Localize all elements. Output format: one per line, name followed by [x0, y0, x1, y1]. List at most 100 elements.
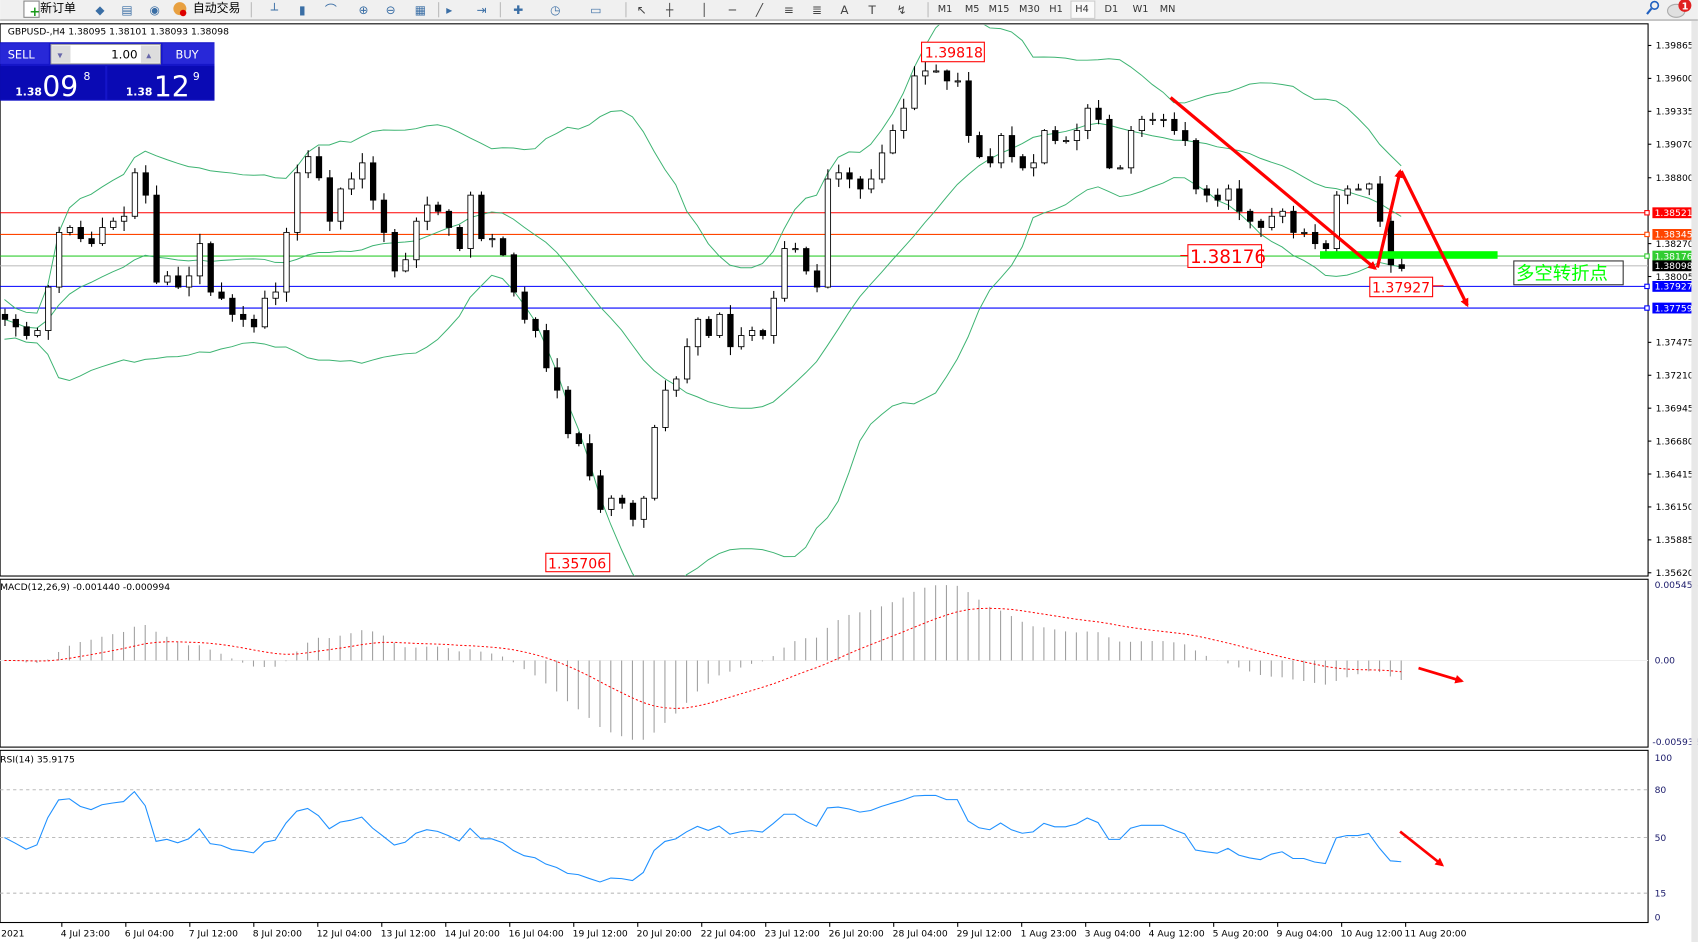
new-order-button[interactable]: + 新订单: [23, 0, 76, 20]
price-axis[interactable]: 1.39865 1.39600 1.39335 1.39070 1.38800 1.382…: [1648, 41, 1694, 579]
bull-candle-body: [694, 318, 702, 348]
timeframe-mn[interactable]: MN: [1160, 4, 1176, 15]
bear-candle-body: [1106, 118, 1113, 169]
price-tick-label: 1.37210: [1656, 371, 1694, 382]
level-handle[interactable]: [1644, 210, 1650, 216]
bear-candle-body: [391, 231, 398, 272]
bull-candle-body: [131, 172, 139, 217]
timeframe-m5[interactable]: M5: [965, 4, 980, 15]
bear-candle-body: [175, 275, 182, 288]
vertical-line-icon[interactable]: │: [701, 2, 708, 17]
timeframe-h4[interactable]: H4: [1070, 0, 1096, 19]
bull-candle-body: [1333, 194, 1340, 249]
bar-chart-icon[interactable]: ┴: [270, 2, 279, 17]
notification-count: 1: [1682, 2, 1689, 13]
text-icon[interactable]: A: [840, 3, 849, 17]
text-label-icon[interactable]: T: [867, 3, 876, 17]
timeframe-h1[interactable]: H1: [1049, 4, 1063, 15]
bollinger-upper-band: [4, 24, 1402, 314]
lot-increase-button[interactable]: [140, 45, 160, 63]
lot-size-input[interactable]: ▼ ▲ 1.00: [50, 43, 161, 65]
tile-icon[interactable]: ▦: [415, 3, 426, 17]
horizontal-line-icon[interactable]: ─: [728, 3, 737, 17]
notifications-button[interactable]: 1: [1667, 0, 1692, 18]
bear-candle-body: [1398, 264, 1405, 269]
time-tick-label: 3 Aug 04:00: [1085, 929, 1141, 940]
crosshair-icon[interactable]: ┼: [665, 2, 674, 17]
rsi-down-arrow[interactable]: [1399, 830, 1445, 867]
bear-candle-body: [510, 254, 518, 293]
pivot-price-label[interactable]: 1.38176: [1180, 244, 1266, 268]
up-arrow[interactable]: [1375, 168, 1403, 268]
gold-icon[interactable]: ◆: [95, 3, 105, 17]
timeframe-m1[interactable]: M1: [938, 4, 953, 15]
buy-button[interactable]: BUY: [162, 43, 215, 64]
timeframe-m30[interactable]: M30: [1019, 4, 1040, 15]
zoom-out-icon[interactable]: ⊖: [386, 3, 396, 17]
zoom-in-icon[interactable]: ⊕: [359, 3, 369, 17]
candle: [1019, 154, 1026, 171]
down-arrow-1[interactable]: [1169, 96, 1377, 270]
time-axis[interactable]: Jul 2021 4 Jul 23:00 6 Jul 04:00 7 Jul 12:0…: [0, 922, 1467, 940]
chart-shift-icon[interactable]: ⇥: [477, 3, 487, 17]
lot-decrease-button[interactable]: [52, 45, 71, 63]
search-button[interactable]: [1646, 0, 1660, 15]
candle: [1387, 212, 1395, 273]
templates-icon[interactable]: ▭: [590, 3, 601, 17]
signal-icon[interactable]: ◉: [150, 3, 160, 17]
cursor-icon[interactable]: ↖: [637, 3, 647, 17]
periods-icon[interactable]: ◷: [550, 3, 560, 17]
timeframe-w1[interactable]: W1: [1133, 4, 1149, 15]
candle: [1225, 184, 1232, 210]
candle: [1192, 138, 1200, 195]
price-tick-label: 1.35620: [1656, 568, 1694, 579]
time-tick-label: 9 Aug 04:00: [1277, 929, 1333, 940]
down-arrow-2[interactable]: [1399, 170, 1469, 308]
bull-candle-body: [424, 204, 431, 222]
time-tick-label: 12 Jul 04:00: [317, 929, 372, 940]
level-price-text: 1.37927: [1655, 282, 1693, 293]
level-handle[interactable]: [1644, 305, 1650, 311]
bear-candle-body: [1236, 188, 1243, 212]
candle: [88, 231, 95, 247]
fibo-channel-icon[interactable]: ≡: [784, 3, 794, 17]
turning-point-bar[interactable]: [1320, 251, 1498, 259]
main-chart-area[interactable]: [0, 23, 1649, 577]
candle: [348, 172, 355, 196]
candle: [164, 271, 171, 286]
level-handle[interactable]: [1644, 231, 1650, 238]
auto-trading-button[interactable]: 自动交易: [173, 1, 240, 17]
sell-label: SELL: [8, 47, 36, 61]
level-handle[interactable]: [1644, 283, 1650, 290]
ask-price-box[interactable]: 1.38 12 9: [107, 66, 215, 103]
candle: [1171, 112, 1178, 135]
indicators-icon[interactable]: ✚: [513, 3, 523, 17]
candle: [1279, 208, 1286, 224]
macd-down-arrow[interactable]: [1418, 666, 1464, 684]
toolbar: ◆ ▤ ◉ ┴ ▮ ⌒ ⊕ ⊖ ▦ ▸ ⇥ ✚ ◷ ▭ ↖ ┼ │ ─ ╱ ≡ ≣ A T ↯ + 新订单 自动交易 M1 M5…: [0, 0, 1698, 21]
timeframe-d1[interactable]: D1: [1105, 4, 1119, 15]
trendline-icon[interactable]: ╱: [755, 2, 764, 17]
turning-point-textbox[interactable]: 多空转折点: [1513, 260, 1624, 286]
history-icon[interactable]: ▤: [121, 3, 132, 17]
bear-candle-body: [575, 433, 582, 445]
candle: [66, 225, 74, 236]
timeframe-m15[interactable]: M15: [989, 4, 1010, 15]
level-price-text: 1.38521: [1655, 208, 1693, 219]
right-scrollbar[interactable]: [1691, 20, 1698, 943]
turning-point-text: 多空转折点: [1516, 263, 1608, 284]
line-chart-icon[interactable]: ⌒: [325, 3, 337, 17]
rsi-pane[interactable]: [0, 749, 1649, 924]
autoscroll-icon[interactable]: ▸: [446, 3, 452, 17]
fibo-retracement-icon[interactable]: ≣: [812, 3, 822, 17]
support-price-label[interactable]: 1.37927: [1369, 276, 1444, 298]
level-handle[interactable]: [1644, 253, 1650, 259]
candle: [467, 191, 474, 258]
candle-chart-icon[interactable]: ▮: [299, 3, 306, 17]
low-price-label[interactable]: 1.35706: [545, 552, 611, 572]
high-price-label[interactable]: 1.39818: [921, 41, 985, 63]
time-tick-label: 14 Jul 20:00: [445, 929, 500, 940]
bid-price-box[interactable]: 1.38 09 8: [0, 66, 106, 103]
sell-button[interactable]: SELL: [0, 43, 49, 64]
arrows-icon[interactable]: ↯: [897, 3, 907, 17]
